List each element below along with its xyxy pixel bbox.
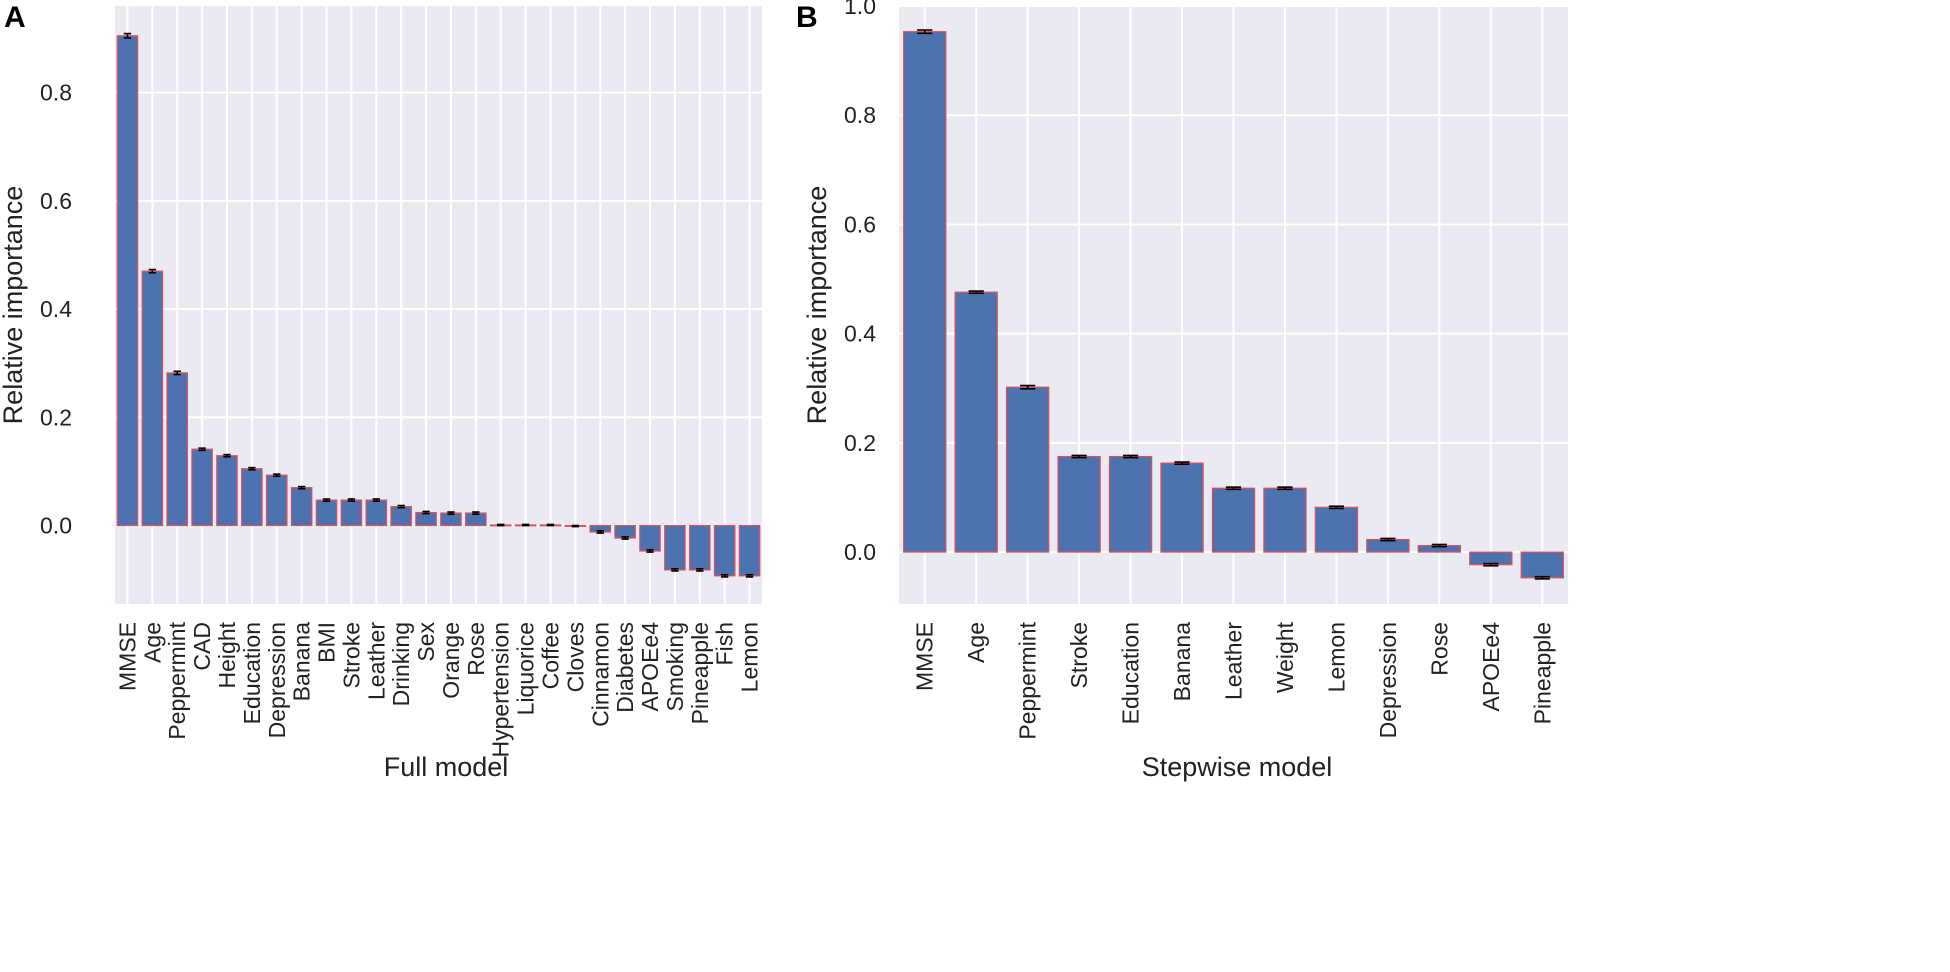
panel-b-x-tick-label: Peppermint xyxy=(1015,621,1041,739)
panel-b-y-axis-title: Relative importance xyxy=(802,186,832,425)
panel-b-x-ticks: MMSE Age Peppermint Stroke Education Banana Le… xyxy=(912,621,1556,739)
panel-a-x-tick-label: Peppermint xyxy=(164,621,190,739)
panel-a-x-tick-label: Height xyxy=(214,621,240,688)
panel-b-x-tick-label: Banana xyxy=(1169,622,1195,702)
panel-b-x-tick-label: Depression xyxy=(1375,622,1401,738)
panel-b-bar-leather xyxy=(1211,487,1256,553)
panel-a-bar-fish xyxy=(713,524,736,577)
panel-a-bar-banana xyxy=(290,487,313,527)
panel-b-y-ticks: 0.0 0.2 0.4 0.6 0.8 1.0 xyxy=(844,0,876,565)
panel-a-x-tick-label: Cinnamon xyxy=(587,622,613,727)
panel-a-bar-cad xyxy=(191,448,213,527)
panel-a-bar-height xyxy=(216,455,238,527)
panel-b-y-tick-label: 0.0 xyxy=(844,539,876,565)
panel-b-error-bars xyxy=(917,29,1550,580)
panel-a-x-tick-label: Sex xyxy=(413,622,439,662)
panel-a-bar-leather xyxy=(365,499,388,527)
panel-a-bar-drinking xyxy=(390,505,412,527)
panel-a-y-tick-label: 0.2 xyxy=(40,404,72,430)
panel-b-x-tick-label: MMSE xyxy=(912,622,938,691)
panel-b-y-tick-label: 0.4 xyxy=(844,321,876,347)
panel-b-bar-education xyxy=(1108,455,1153,553)
panel-b-bar-pineapple xyxy=(1520,551,1564,579)
panel-b-y-tick-label: 1.0 xyxy=(844,0,876,19)
panel-a-x-tick-label: Fish xyxy=(712,622,738,665)
panel-a-x-tick-label: Banana xyxy=(289,622,315,702)
panel-b-bars xyxy=(903,31,1564,579)
panel-a-bar-bmi xyxy=(315,499,338,527)
panel-a-y-tick-label: 0.8 xyxy=(40,80,72,106)
panel-b-x-tick-label: Lemon xyxy=(1323,622,1349,692)
panel-b-x-tick-label: Stroke xyxy=(1066,622,1092,688)
panel-a-x-tick-label: APOEe4 xyxy=(637,622,663,712)
panel-a-error-bars xyxy=(123,32,754,578)
panel-a-x-tick-label: Liquorice xyxy=(513,622,539,715)
panel-b-x-tick-label: Weight xyxy=(1272,621,1298,693)
panel-a-bar-education xyxy=(241,468,263,527)
panel-b-y-tick-label: 0.2 xyxy=(844,430,876,456)
panel-a-x-tick-label: Stroke xyxy=(338,622,364,688)
panel-a-x-tick-label: Diabetes xyxy=(612,622,638,713)
panel-a-bar-lemon xyxy=(738,524,761,577)
panel-a-bar-depression xyxy=(265,474,288,527)
panel-a-bar-peppermint xyxy=(166,372,189,527)
panel-a-y-tick-label: 0.0 xyxy=(40,513,72,539)
panel-a-y-tick-label: 0.4 xyxy=(40,296,72,322)
panel-a-x-tick-label: Education xyxy=(239,622,265,724)
panel-a-y-ticks: 0.0 0.2 0.4 0.6 0.8 xyxy=(40,80,72,539)
panel-a-x-axis-title: Full model xyxy=(384,752,509,782)
panel-a-letter: A xyxy=(4,1,26,34)
panel-a-bar-age xyxy=(141,270,164,527)
panel-a-x-tick-label: Cloves xyxy=(562,622,588,692)
panel-a-x-tick-label: Age xyxy=(139,622,165,663)
panel-a-y-tick-label: 0.6 xyxy=(40,188,72,214)
panel-b-bar-peppermint xyxy=(1005,386,1050,553)
panel-a-x-tick-label: Drinking xyxy=(388,622,414,706)
panel-b-y-tick-label: 0.8 xyxy=(844,102,876,128)
panel-b-x-tick-label: Age xyxy=(963,622,989,663)
panel-b-bar-age xyxy=(954,291,998,553)
panel-a-x-tick-label: Depression xyxy=(264,622,290,738)
panel-a-bar-apoee4 xyxy=(639,524,661,552)
panel-a-bar-stroke xyxy=(340,499,363,527)
panel-a-x-tick-label: Coffee xyxy=(537,622,563,689)
panel-a-x-tick-label: Lemon xyxy=(737,622,763,692)
panel-b-bar-weight xyxy=(1263,487,1307,553)
panel-a-bar-pineapple xyxy=(688,524,711,571)
panel-a-x-tick-label: Orange xyxy=(438,622,464,699)
panel-a-y-axis-title: Relative importance xyxy=(0,186,28,425)
panel-b: B 0.0 0.2 0.4 0.6 0.8 1.0 MMSE Age Peppermint St… xyxy=(796,0,1568,782)
panel-a-bars xyxy=(116,35,761,577)
panel-a-x-tick-label: BMI xyxy=(314,622,340,663)
panel-a-x-tick-label: CAD xyxy=(189,622,215,671)
panel-b-x-tick-label: APOEe4 xyxy=(1478,622,1504,712)
panel-b-letter: B xyxy=(796,1,818,34)
panel-a-x-ticks: MMSEAgePeppermintCADHeightEducationDepre… xyxy=(114,621,762,757)
panel-a-x-tick-label: Hypertension xyxy=(488,622,514,758)
panel-a-bar-mmse xyxy=(116,35,139,527)
panel-b-bar-banana xyxy=(1160,462,1204,553)
panel-b-x-tick-label: Education xyxy=(1118,622,1144,724)
panel-a-bar-smoking xyxy=(664,524,686,571)
panel-a: A 0.0 0.2 0.4 0.6 0.8 MMSEAgePeppermintCADHe… xyxy=(0,1,763,782)
panel-b-bar-lemon xyxy=(1314,506,1359,553)
panel-a-bar-sex xyxy=(415,511,437,527)
panel-a-x-tick-label: MMSE xyxy=(114,622,140,691)
panel-b-y-tick-label: 0.6 xyxy=(844,211,876,237)
panel-b-x-axis-title: Stepwise model xyxy=(1142,752,1333,782)
panel-a-x-tick-label: Rose xyxy=(463,622,489,676)
panel-a-x-tick-label: Smoking xyxy=(662,622,688,711)
panel-b-bar-mmse xyxy=(903,31,947,553)
panel-b-bar-stroke xyxy=(1057,455,1101,553)
panel-a-x-tick-label: Pineapple xyxy=(687,622,713,724)
panel-b-x-tick-label: Pineapple xyxy=(1529,622,1555,724)
panel-b-x-tick-label: Leather xyxy=(1221,622,1247,700)
panel-b-x-tick-label: Rose xyxy=(1426,622,1452,676)
panel-a-x-tick-label: Leather xyxy=(363,622,389,700)
